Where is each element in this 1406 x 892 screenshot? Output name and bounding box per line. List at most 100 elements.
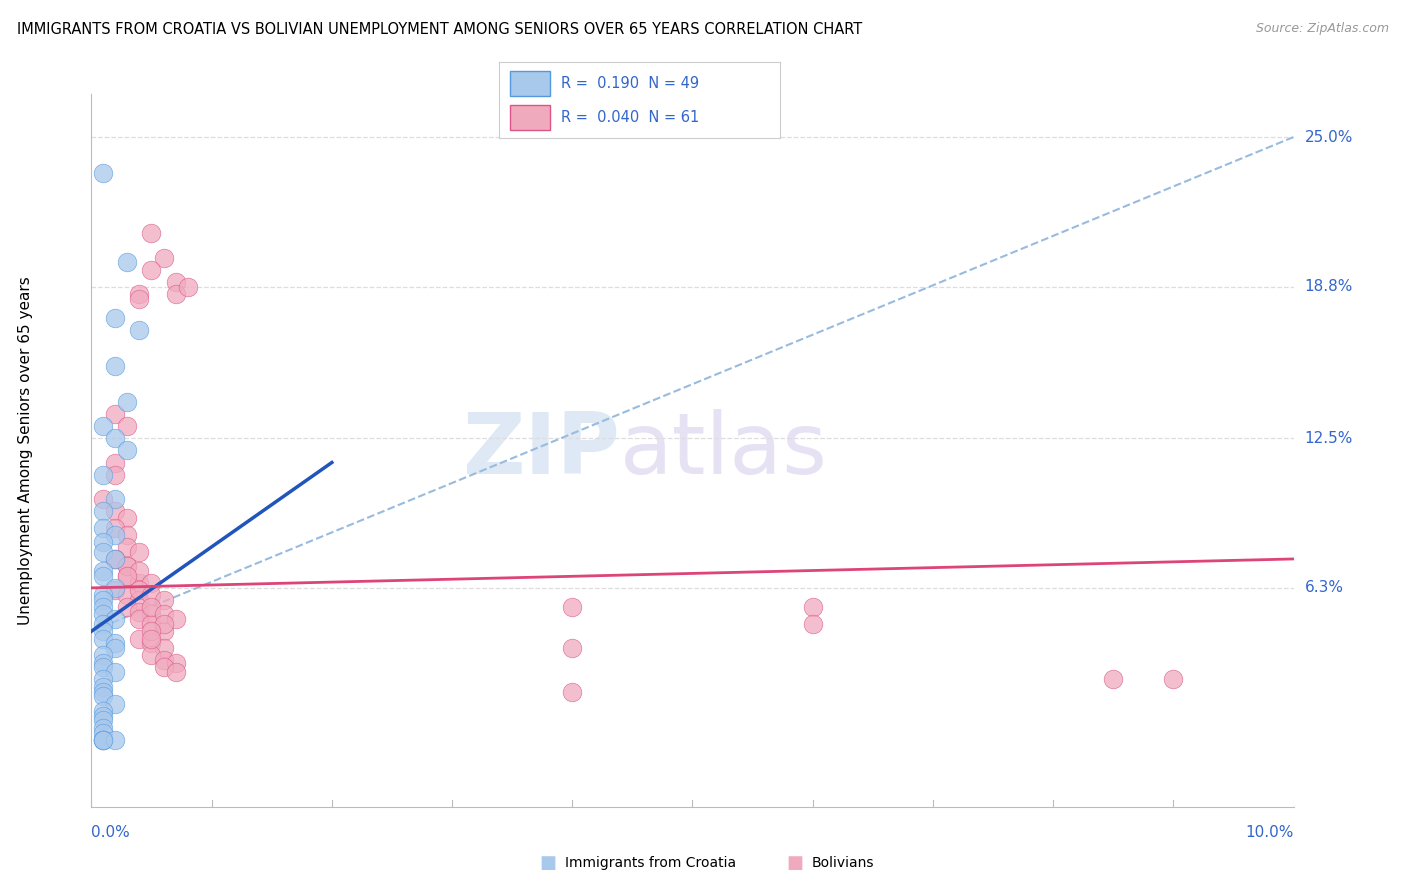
Point xyxy=(93,491,115,506)
Text: 6.3%: 6.3% xyxy=(1305,581,1344,595)
Point xyxy=(117,540,139,554)
Point xyxy=(561,684,583,698)
Point xyxy=(93,588,115,602)
Point xyxy=(117,569,139,583)
Point xyxy=(93,617,115,632)
Point xyxy=(128,292,150,306)
Point xyxy=(152,660,174,674)
Point xyxy=(128,576,150,591)
Point xyxy=(128,632,150,646)
Point xyxy=(141,648,163,663)
Point xyxy=(93,732,115,747)
Point xyxy=(93,648,115,663)
Point xyxy=(141,576,163,591)
Point xyxy=(141,632,163,646)
Point xyxy=(128,605,150,619)
Point xyxy=(117,588,139,602)
Text: Immigrants from Croatia: Immigrants from Croatia xyxy=(565,856,737,871)
Point xyxy=(104,583,127,598)
Point xyxy=(152,617,174,632)
Point xyxy=(165,286,187,301)
Point xyxy=(93,725,115,739)
Text: R =  0.040  N = 61: R = 0.040 N = 61 xyxy=(561,110,699,125)
Point xyxy=(104,528,127,542)
Point xyxy=(104,359,127,373)
Point xyxy=(117,419,139,434)
Text: 25.0%: 25.0% xyxy=(1305,129,1353,145)
Text: 12.5%: 12.5% xyxy=(1305,431,1353,446)
Point xyxy=(128,286,150,301)
Point xyxy=(104,310,127,325)
Point xyxy=(152,641,174,656)
Point xyxy=(104,407,127,421)
Point xyxy=(176,279,198,293)
Point xyxy=(93,520,115,534)
Point xyxy=(165,656,187,670)
Point xyxy=(152,251,174,265)
Point xyxy=(93,467,115,482)
Point xyxy=(104,732,127,747)
Point xyxy=(93,732,115,747)
Point xyxy=(141,600,163,615)
Point xyxy=(104,636,127,650)
Point xyxy=(128,564,150,578)
Point xyxy=(152,607,174,622)
Text: IMMIGRANTS FROM CROATIA VS BOLIVIAN UNEMPLOYMENT AMONG SENIORS OVER 65 YEARS COR: IMMIGRANTS FROM CROATIA VS BOLIVIAN UNEM… xyxy=(17,22,862,37)
Text: 18.8%: 18.8% xyxy=(1305,279,1353,294)
Point xyxy=(104,552,127,566)
Point xyxy=(93,708,115,723)
Point xyxy=(141,636,163,650)
Point xyxy=(93,704,115,718)
Point xyxy=(128,583,150,598)
Bar xyxy=(510,70,550,95)
Text: ■: ■ xyxy=(786,855,803,872)
Point xyxy=(128,545,150,559)
Point xyxy=(104,581,127,595)
Text: 10.0%: 10.0% xyxy=(1246,825,1294,840)
Point xyxy=(93,166,115,180)
Point xyxy=(152,624,174,639)
Text: Unemployment Among Seniors over 65 years: Unemployment Among Seniors over 65 years xyxy=(18,277,32,624)
Point xyxy=(93,545,115,559)
Point xyxy=(152,593,174,607)
Text: ZIP: ZIP xyxy=(463,409,620,492)
Point xyxy=(93,419,115,434)
Point xyxy=(117,528,139,542)
Point xyxy=(117,600,139,615)
Point xyxy=(141,262,163,277)
Point xyxy=(93,600,115,615)
Point xyxy=(801,600,824,615)
Point xyxy=(128,323,150,337)
Point xyxy=(117,559,139,574)
Point xyxy=(104,641,127,656)
Point xyxy=(104,504,127,518)
Point xyxy=(93,607,115,622)
Point xyxy=(93,624,115,639)
Point xyxy=(93,535,115,549)
Point xyxy=(93,714,115,728)
Point xyxy=(1161,673,1184,687)
Point xyxy=(104,552,127,566)
Point xyxy=(104,612,127,626)
Point xyxy=(165,275,187,289)
Point xyxy=(141,617,163,632)
Point xyxy=(93,690,115,704)
Point xyxy=(104,491,127,506)
Point xyxy=(104,665,127,680)
Point xyxy=(141,607,163,622)
Point xyxy=(93,684,115,698)
Point xyxy=(93,732,115,747)
Point xyxy=(141,227,163,241)
Point xyxy=(165,665,187,680)
Point xyxy=(93,569,115,583)
Point xyxy=(117,559,139,574)
Point xyxy=(165,612,187,626)
Point xyxy=(93,632,115,646)
Point xyxy=(128,612,150,626)
Point xyxy=(104,697,127,711)
Point xyxy=(561,600,583,615)
Point xyxy=(93,593,115,607)
Point xyxy=(117,511,139,525)
Text: Source: ZipAtlas.com: Source: ZipAtlas.com xyxy=(1256,22,1389,36)
Point xyxy=(93,732,115,747)
